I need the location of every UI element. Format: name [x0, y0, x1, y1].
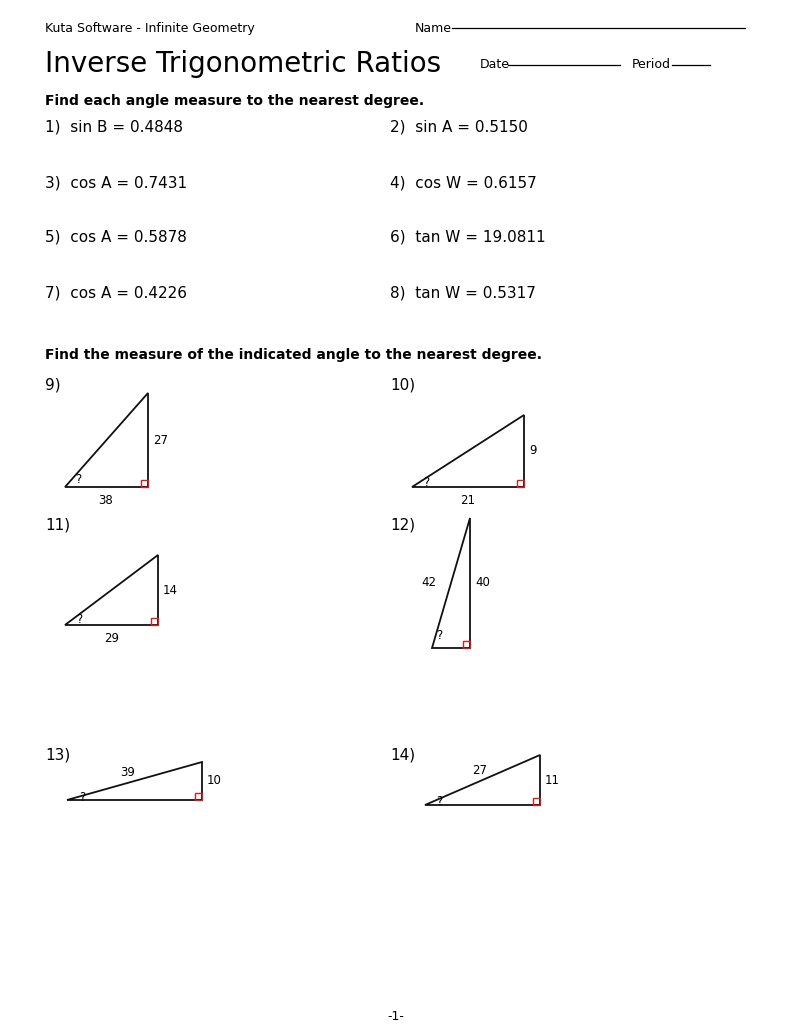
Text: 8)  tan W = 0.5317: 8) tan W = 0.5317: [390, 285, 536, 300]
Text: 1)  sin B = 0.4848: 1) sin B = 0.4848: [45, 120, 183, 135]
Text: ?: ?: [423, 476, 430, 488]
Text: 3)  cos A = 0.7431: 3) cos A = 0.7431: [45, 175, 187, 190]
Text: 21: 21: [460, 494, 475, 507]
Text: Name: Name: [415, 22, 452, 35]
Text: Period: Period: [632, 58, 671, 71]
Text: 4)  cos W = 0.6157: 4) cos W = 0.6157: [390, 175, 537, 190]
Text: ?: ?: [75, 473, 81, 486]
Text: Find each angle measure to the nearest degree.: Find each angle measure to the nearest d…: [45, 94, 424, 108]
Text: 11: 11: [545, 773, 560, 786]
Text: 5)  cos A = 0.5878: 5) cos A = 0.5878: [45, 230, 187, 245]
Text: ?: ?: [76, 613, 82, 627]
Text: 10: 10: [207, 774, 221, 787]
Text: 42: 42: [421, 577, 436, 590]
Text: 27: 27: [472, 764, 487, 776]
Text: 2)  sin A = 0.5150: 2) sin A = 0.5150: [390, 120, 528, 135]
Text: 10): 10): [390, 378, 415, 393]
Text: 14: 14: [163, 584, 178, 597]
Text: ?: ?: [437, 796, 443, 808]
Text: ?: ?: [79, 792, 85, 805]
Text: 11): 11): [45, 518, 70, 534]
Text: 6)  tan W = 19.0811: 6) tan W = 19.0811: [390, 230, 546, 245]
Text: Date: Date: [480, 58, 510, 71]
Text: 14): 14): [390, 748, 415, 763]
Text: Find the measure of the indicated angle to the nearest degree.: Find the measure of the indicated angle …: [45, 348, 542, 362]
Text: 13): 13): [45, 748, 70, 763]
Text: ?: ?: [437, 629, 443, 642]
Text: 12): 12): [390, 518, 415, 534]
Text: 27: 27: [153, 433, 168, 446]
Text: 9): 9): [45, 378, 61, 393]
Text: 40: 40: [475, 577, 490, 590]
Text: 7)  cos A = 0.4226: 7) cos A = 0.4226: [45, 285, 187, 300]
Text: 29: 29: [104, 632, 119, 645]
Text: 39: 39: [120, 767, 135, 779]
Text: Kuta Software - Infinite Geometry: Kuta Software - Infinite Geometry: [45, 22, 255, 35]
Text: Inverse Trigonometric Ratios: Inverse Trigonometric Ratios: [45, 50, 441, 78]
Text: 9: 9: [529, 444, 536, 458]
Text: 38: 38: [99, 494, 113, 507]
Text: -1-: -1-: [387, 1010, 404, 1023]
